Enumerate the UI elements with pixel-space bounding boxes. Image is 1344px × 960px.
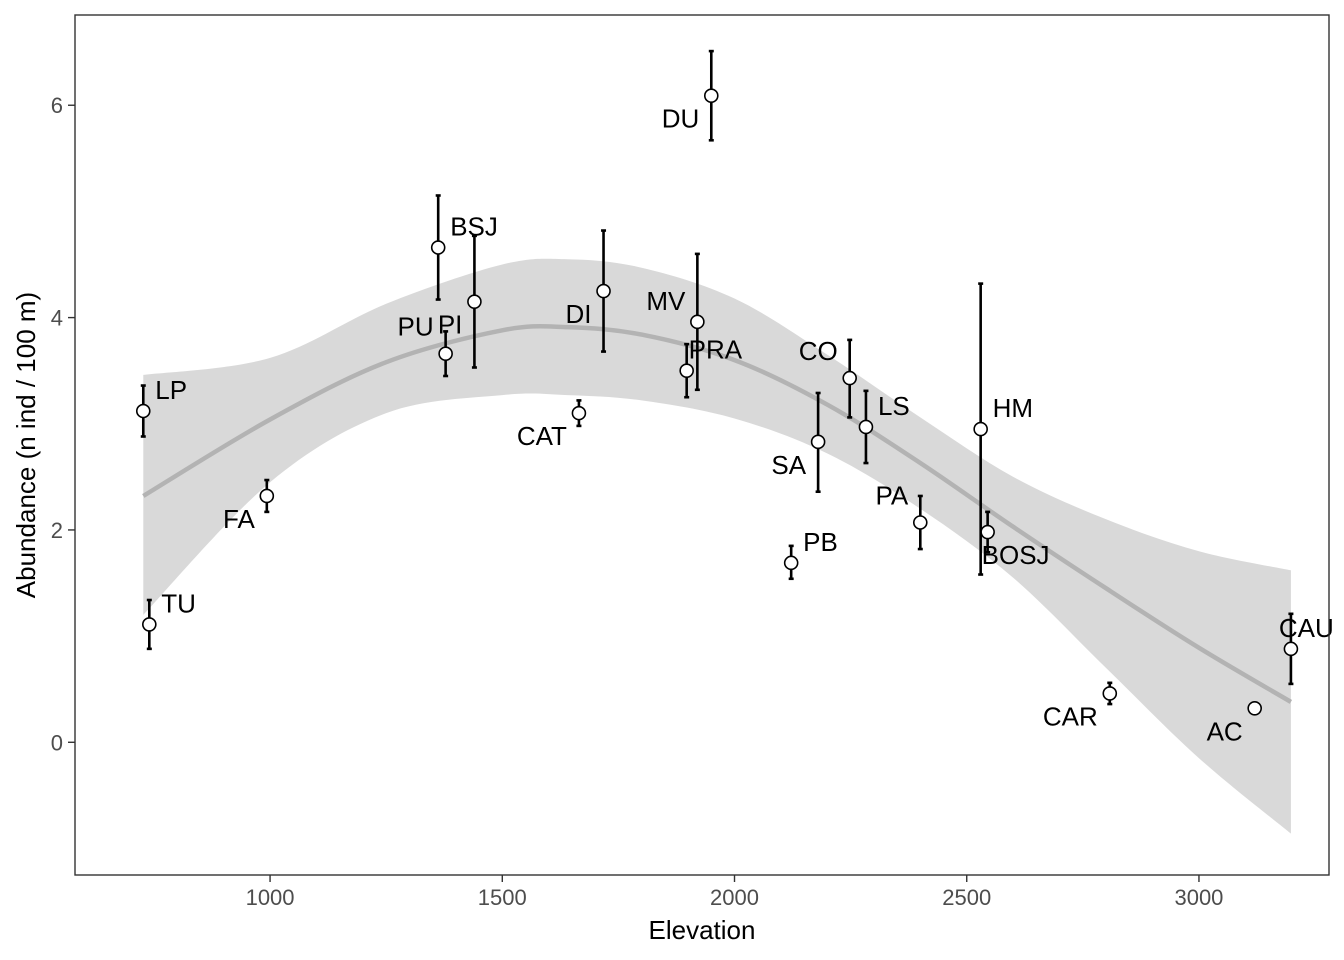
point-label-fa: FA	[223, 504, 255, 534]
point-label-ac: AC	[1207, 716, 1243, 746]
data-point-pi	[467, 294, 482, 309]
x-tick-label-2500: 2500	[942, 885, 991, 910]
point-label-ls: LS	[878, 391, 910, 421]
x-tick-label-3000: 3000	[1174, 885, 1223, 910]
point-label-pi: PI	[438, 310, 463, 340]
data-point-lp	[135, 403, 151, 419]
data-point-co	[842, 370, 857, 386]
point-label-co: CO	[799, 336, 838, 366]
data-point-ac	[1247, 701, 1262, 716]
data-point-mv	[690, 314, 705, 330]
confidence-band	[143, 258, 1291, 834]
y-tick-label-0: 0	[51, 730, 63, 755]
point-label-du: DU	[662, 104, 700, 134]
point-label-pa: PA	[876, 481, 909, 511]
data-point-bosj	[980, 524, 995, 540]
point-label-lp: LP	[155, 375, 187, 405]
data-point-pb	[783, 555, 799, 571]
data-point-du	[703, 88, 719, 103]
point-label-hm: HM	[993, 393, 1033, 423]
point-label-bosj: BOSJ	[982, 540, 1050, 570]
data-point-tu	[142, 617, 157, 632]
plot-panel-border	[74, 14, 1330, 876]
data-point-sa	[810, 434, 826, 450]
data-point-ls	[858, 419, 874, 435]
data-point-pa	[912, 515, 928, 530]
data-point-cat	[571, 405, 587, 421]
point-label-mv: MV	[646, 286, 686, 316]
point-label-pra: PRA	[689, 335, 743, 365]
x-tick-label-1500: 1500	[478, 885, 527, 910]
data-point-car	[1102, 686, 1118, 701]
y-tick-label-4: 4	[51, 306, 63, 331]
point-label-car: CAR	[1043, 701, 1098, 731]
data-point-hm	[973, 421, 988, 437]
point-label-cat: CAT	[517, 421, 567, 451]
point-label-bsj: BSJ	[450, 212, 498, 242]
x-tick-label-1000: 1000	[246, 885, 295, 910]
data-point-pu	[438, 346, 453, 361]
data-point-pra	[679, 363, 694, 378]
y-tick-label-6: 6	[51, 93, 63, 118]
y-axis-title: Abundance (n ind / 100 m)	[11, 292, 41, 598]
data-point-bsj	[430, 240, 446, 255]
point-label-tu: TU	[161, 588, 196, 618]
point-label-di: DI	[566, 299, 592, 329]
trend-line	[142, 323, 1293, 704]
data-point-fa	[259, 488, 275, 504]
x-axis-title: Elevation	[649, 915, 756, 945]
point-label-sa: SA	[771, 450, 806, 480]
y-tick-label-2: 2	[51, 518, 63, 543]
point-label-pb: PB	[803, 527, 838, 557]
point-label-pu: PU	[398, 312, 434, 342]
point-label-cau: CAU	[1279, 613, 1334, 643]
data-point-cau	[1283, 641, 1299, 657]
x-tick-label-2000: 2000	[710, 885, 759, 910]
data-point-di	[596, 283, 611, 299]
